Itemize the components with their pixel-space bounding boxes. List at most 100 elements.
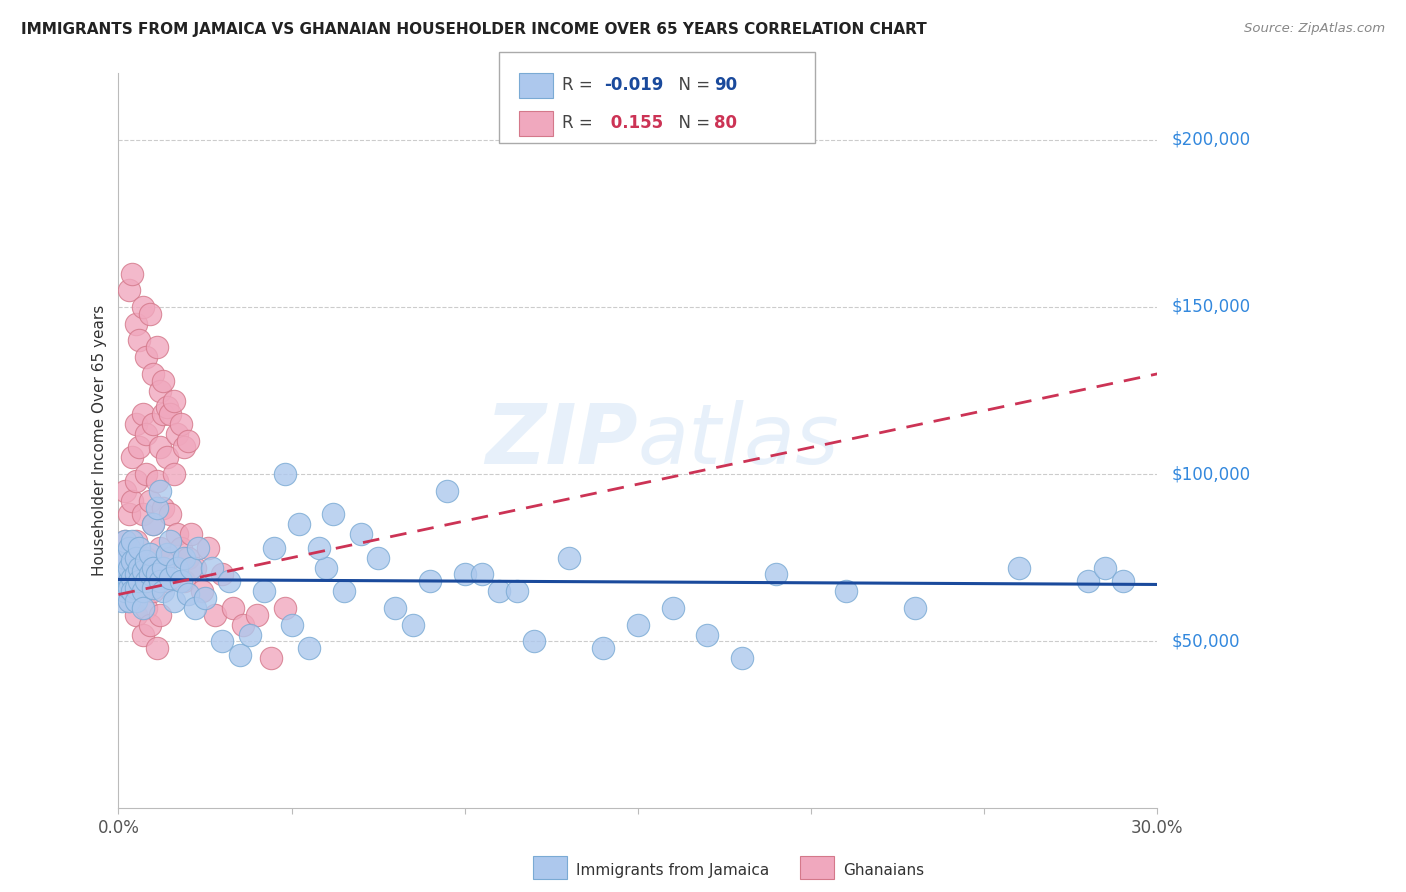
Point [197, 541, 219, 555]
Point [523, 634, 546, 648]
Point [454, 567, 477, 582]
Point [121, 494, 143, 508]
Point [163, 594, 186, 608]
Point [125, 417, 148, 431]
Point [145, 474, 167, 488]
Point [131, 600, 153, 615]
Point [173, 550, 195, 565]
Point [170, 574, 193, 588]
Point [131, 584, 153, 599]
Point [156, 450, 179, 465]
Point [557, 550, 579, 565]
Point [159, 407, 181, 421]
Point [177, 434, 200, 448]
Point [156, 547, 179, 561]
Point [142, 581, 165, 595]
Point [142, 517, 165, 532]
Point [765, 567, 787, 582]
Point [592, 640, 614, 655]
Point [402, 617, 425, 632]
Point [1077, 574, 1099, 588]
Point [128, 574, 150, 588]
Point [111, 574, 134, 588]
Point [471, 567, 494, 582]
Point [170, 417, 193, 431]
Point [128, 441, 150, 455]
Point [131, 584, 153, 599]
Point [135, 574, 157, 588]
Point [156, 401, 179, 415]
Point [142, 560, 165, 574]
Point [159, 534, 181, 549]
Point [194, 591, 217, 605]
Point [183, 600, 205, 615]
Text: atlas: atlas [638, 401, 839, 481]
Point [159, 508, 181, 522]
Point [156, 574, 179, 588]
Text: Source: ZipAtlas.com: Source: ZipAtlas.com [1244, 22, 1385, 36]
Point [152, 374, 174, 388]
Point [332, 584, 354, 599]
Point [131, 300, 153, 314]
Point [142, 584, 165, 599]
Point [152, 500, 174, 515]
Point [131, 407, 153, 421]
Point [142, 417, 165, 431]
Point [118, 594, 141, 608]
Point [149, 607, 172, 622]
Point [111, 574, 134, 588]
Point [125, 317, 148, 331]
Point [201, 560, 224, 574]
Point [159, 550, 181, 565]
Point [118, 594, 141, 608]
Point [166, 527, 188, 541]
Point [118, 574, 141, 588]
Point [118, 560, 141, 574]
Point [118, 581, 141, 595]
Point [114, 584, 136, 599]
Point [253, 584, 276, 599]
Point [731, 651, 754, 665]
Point [904, 600, 927, 615]
Point [1112, 574, 1135, 588]
Point [135, 600, 157, 615]
Point [152, 584, 174, 599]
Point [142, 367, 165, 381]
Point [125, 607, 148, 622]
Point [322, 508, 344, 522]
Text: ZIP: ZIP [485, 401, 638, 481]
Text: Immigrants from Jamaica: Immigrants from Jamaica [576, 863, 769, 878]
Y-axis label: Householder Income Over 65 years: Householder Income Over 65 years [93, 305, 107, 576]
Point [135, 550, 157, 565]
Text: $200,000: $200,000 [1171, 131, 1250, 149]
Point [145, 640, 167, 655]
Point [263, 541, 285, 555]
Point [273, 467, 295, 482]
Point [125, 550, 148, 565]
Point [125, 581, 148, 595]
Point [138, 494, 160, 508]
Point [163, 393, 186, 408]
Point [138, 567, 160, 582]
Point [152, 560, 174, 574]
Text: -0.019: -0.019 [605, 76, 664, 94]
Point [384, 600, 406, 615]
Point [239, 627, 262, 641]
Point [114, 567, 136, 582]
Text: $100,000: $100,000 [1171, 465, 1250, 483]
Point [1094, 560, 1116, 574]
Point [149, 384, 172, 398]
Point [118, 541, 141, 555]
Point [222, 600, 245, 615]
Point [121, 567, 143, 582]
Point [121, 584, 143, 599]
Point [367, 550, 389, 565]
Point [125, 474, 148, 488]
Point [308, 541, 330, 555]
Point [138, 617, 160, 632]
Point [149, 541, 172, 555]
Text: IMMIGRANTS FROM JAMAICA VS GHANAIAN HOUSEHOLDER INCOME OVER 65 YEARS CORRELATION: IMMIGRANTS FROM JAMAICA VS GHANAIAN HOUS… [21, 22, 927, 37]
Point [145, 567, 167, 582]
Point [125, 594, 148, 608]
Point [488, 584, 510, 599]
